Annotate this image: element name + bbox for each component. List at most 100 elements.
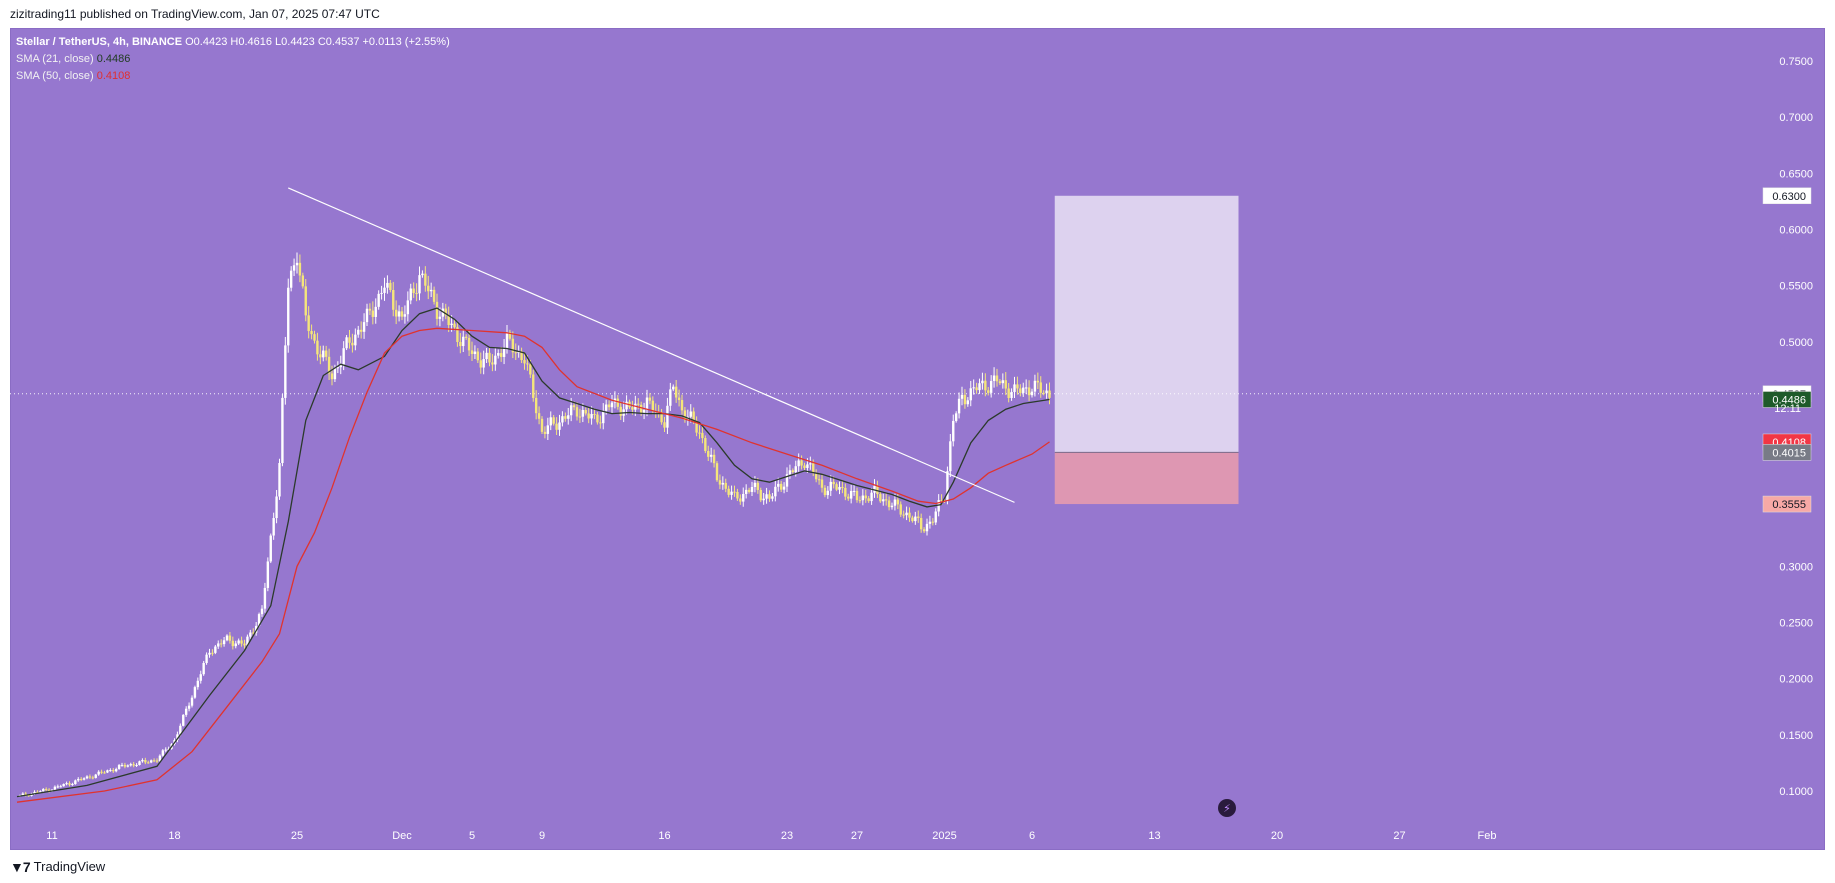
candle-body: [581, 410, 585, 417]
candle-body: [561, 416, 564, 423]
legend-symbol-row[interactable]: Stellar / TetherUS, 4h, BINANCE O0.4423 …: [16, 34, 450, 51]
candle-body: [374, 306, 377, 317]
candle-body: [389, 282, 392, 291]
candle-body: [963, 394, 967, 405]
candle-body: [1033, 380, 1037, 392]
candle-body: [642, 409, 646, 414]
candle-body: [409, 288, 412, 301]
candle-body: [342, 348, 345, 365]
chart-pane[interactable]: [10, 28, 1825, 850]
candle-body: [534, 397, 538, 414]
x-tick-label: 23: [781, 830, 793, 842]
candle-body: [730, 491, 733, 495]
candle-body: [905, 512, 908, 516]
candle-body: [260, 608, 264, 615]
candle-body: [263, 587, 267, 609]
candle-body: [380, 292, 383, 294]
candle-body: [505, 332, 509, 348]
candle-body: [876, 485, 879, 495]
candle-body: [698, 432, 701, 434]
candle-body: [129, 764, 132, 766]
candle-body: [744, 489, 748, 494]
candle-body: [494, 355, 497, 365]
candle-body: [995, 375, 999, 382]
candle-body: [829, 481, 832, 491]
candle-body: [144, 760, 147, 763]
candle-body: [74, 780, 77, 785]
candle-body: [237, 640, 240, 644]
candle-body: [447, 315, 450, 326]
candle-body: [677, 397, 681, 401]
candle-body: [564, 416, 567, 419]
candle-body: [467, 337, 471, 351]
candle-body: [514, 352, 517, 354]
candle-body: [497, 353, 500, 356]
candle-body: [179, 725, 182, 735]
x-tick-label: 18: [168, 830, 180, 842]
candle-body: [543, 431, 547, 434]
tradingview-logo-icon[interactable]: ▼7: [10, 859, 31, 875]
symbol-label[interactable]: Stellar / TetherUS, 4h, BINANCE: [16, 36, 183, 48]
candle-body: [386, 282, 389, 288]
candle-body: [683, 410, 687, 421]
y-tick-label: 0.5000: [1779, 337, 1813, 349]
candle-body: [114, 768, 118, 772]
candle-body: [672, 386, 675, 390]
candle-body: [666, 405, 669, 428]
candle-body: [596, 414, 599, 423]
candle-body: [779, 483, 783, 490]
candle-body: [908, 512, 911, 518]
candle-body: [727, 488, 730, 495]
candle-body: [491, 362, 494, 365]
legend-sma21-row[interactable]: SMA (21, close) 0.4486: [16, 51, 450, 68]
candle-body: [812, 463, 815, 474]
candle-body: [240, 640, 243, 644]
candle-body: [917, 516, 920, 519]
candle-body: [77, 778, 80, 781]
candle-body: [537, 413, 541, 419]
candle-body: [893, 499, 897, 506]
candle-body: [100, 771, 103, 773]
candle-body: [803, 465, 806, 468]
candle-body: [71, 784, 74, 786]
candle-body: [485, 352, 488, 360]
candle-body: [383, 287, 386, 293]
legend-sma50-row[interactable]: SMA (50, close) 0.4108: [16, 68, 450, 85]
candle-body: [896, 499, 900, 505]
descending-trendline: [288, 187, 1015, 503]
candle-body: [508, 332, 512, 339]
candle-body: [225, 635, 229, 641]
candle-body: [459, 341, 462, 347]
candle-body: [934, 511, 937, 523]
candle-body: [972, 387, 975, 389]
candle-body: [584, 410, 587, 414]
y-tick-label: 0.6000: [1779, 224, 1813, 236]
candle-body: [695, 420, 698, 433]
candle-body: [820, 479, 824, 488]
x-tick-label: 2025: [932, 830, 956, 842]
candle-body: [549, 417, 552, 426]
candle-body: [937, 500, 940, 512]
candle-body: [975, 387, 978, 391]
candle-body: [724, 482, 727, 489]
candle-body: [359, 329, 363, 332]
candle-body: [456, 327, 459, 342]
candle-body: [867, 498, 870, 502]
candle-body: [415, 293, 418, 295]
candle-body: [377, 293, 380, 307]
candle-body: [838, 486, 841, 490]
x-tick-label: Dec: [392, 830, 412, 842]
tradingview-logo-text[interactable]: TradingView: [33, 859, 106, 874]
candle-body: [424, 273, 427, 286]
candle-body: [287, 287, 290, 346]
candle-body: [1024, 387, 1028, 389]
candle-body: [397, 311, 401, 317]
candle-body: [27, 795, 30, 797]
candle-body: [205, 654, 208, 663]
candle-body: [39, 791, 42, 793]
candle-body: [569, 405, 573, 416]
candle-body: [319, 354, 322, 358]
candle-body: [899, 504, 902, 515]
candle-body: [590, 414, 593, 419]
